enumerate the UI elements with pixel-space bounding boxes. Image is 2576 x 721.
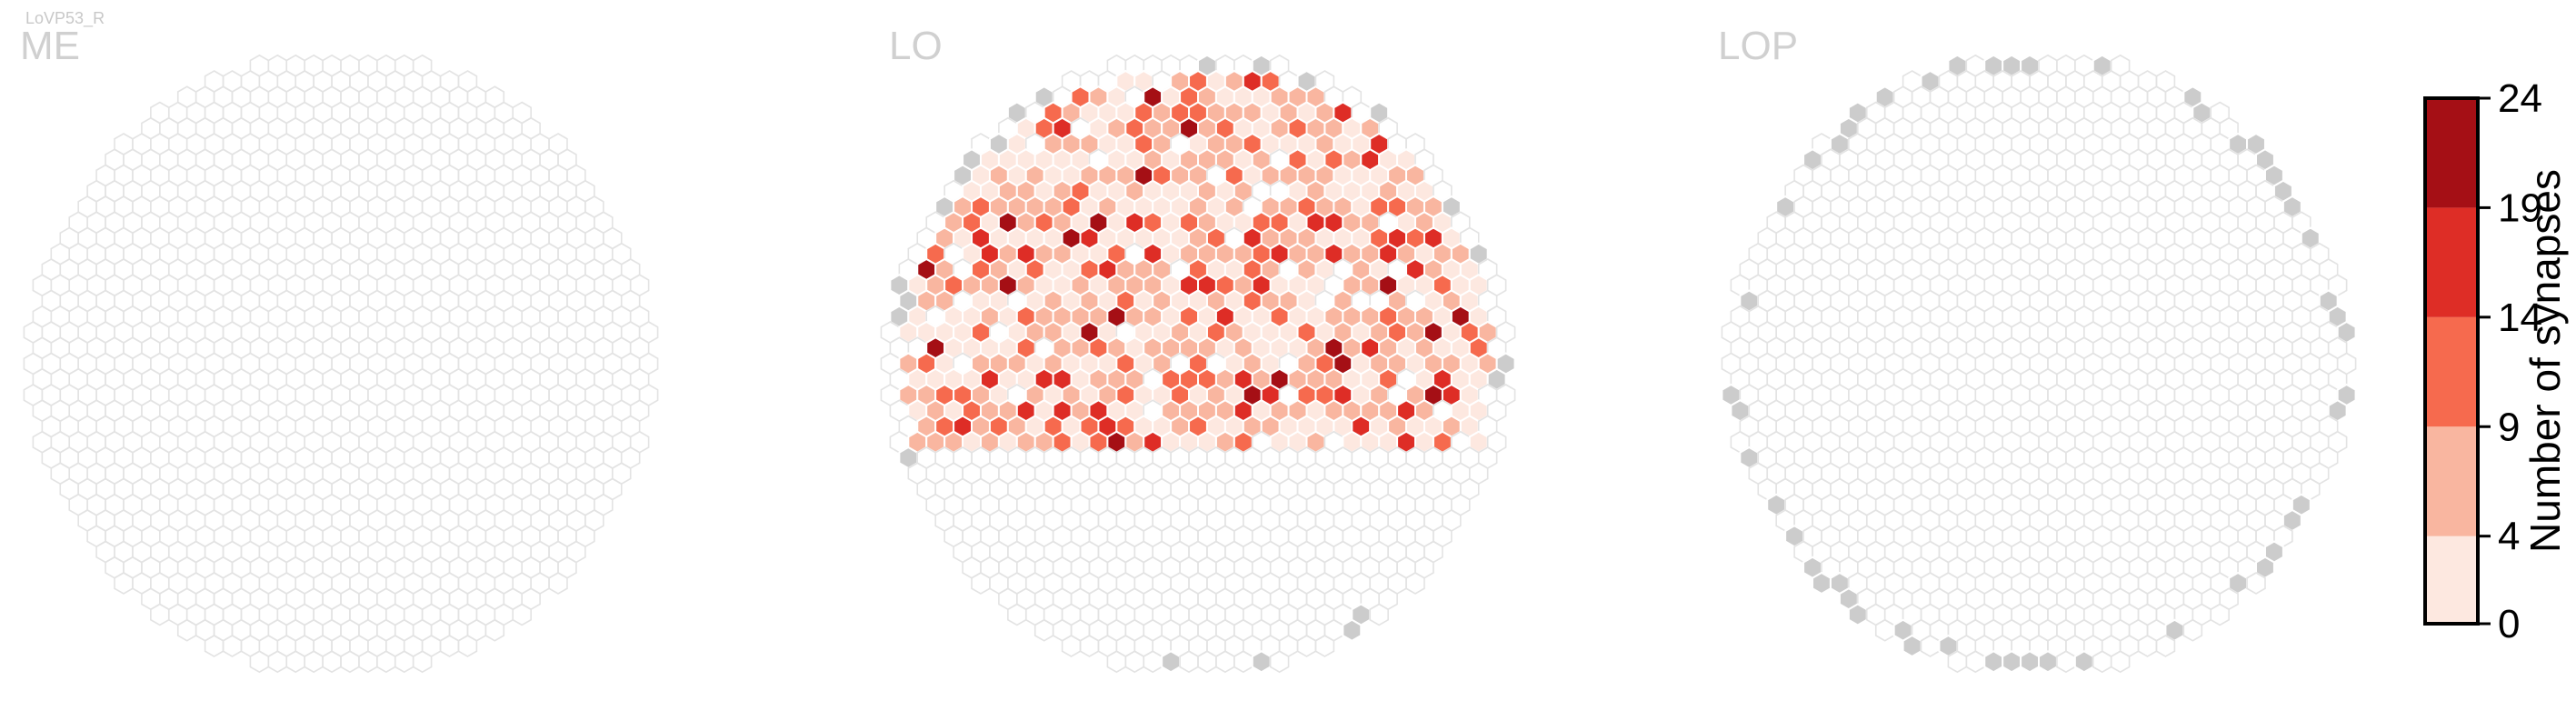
hex-cell	[512, 603, 532, 626]
hex-cell	[1812, 571, 1832, 596]
hex-cell	[2210, 603, 2230, 626]
hex-cell	[1161, 650, 1182, 674]
hex-cell	[340, 650, 360, 674]
hex-cell	[2137, 635, 2158, 657]
hex-cell	[1143, 650, 1163, 674]
hex-cell	[1079, 635, 1100, 657]
hex-cell	[2038, 650, 2058, 674]
hex-cell	[204, 635, 225, 657]
hex-cell	[1197, 650, 1217, 674]
colorbar-frame	[2423, 96, 2480, 626]
hex-cell	[2182, 618, 2203, 642]
colorbar-bin-1	[2425, 426, 2478, 536]
hex-cell	[1215, 650, 1235, 674]
hex-cell	[222, 635, 243, 657]
hex-cell	[2020, 650, 2040, 674]
colorbar-bin-2	[2425, 316, 2478, 427]
hex-cell	[304, 650, 324, 674]
hex-cell	[1296, 635, 1317, 657]
hex-cell	[1314, 635, 1335, 657]
colorbar-axis-label: Number of synapses	[2521, 169, 2569, 553]
colorbar-bin-4	[2425, 98, 2478, 208]
hex-cell	[1874, 618, 1895, 642]
colorbar-tick-label: 14	[2498, 295, 2542, 340]
hex-cell	[394, 650, 414, 674]
hex-cell	[1179, 650, 1199, 674]
hex-cell	[1920, 635, 1941, 657]
hex-cell	[1233, 650, 1253, 674]
hex-cell	[439, 635, 460, 657]
hex-cell	[1342, 618, 1363, 642]
colorbar-tick-label: 4	[2498, 515, 2520, 559]
hex-cell	[1007, 603, 1027, 626]
hex-cell	[2092, 650, 2112, 674]
panel-lop	[1721, 54, 2357, 674]
hex-cell	[249, 650, 270, 674]
hex-cell	[1902, 634, 1922, 658]
hex-cell	[2155, 635, 2176, 657]
hex-cell	[1405, 572, 1425, 595]
hex-cell	[1033, 618, 1054, 642]
hex-cell	[285, 650, 305, 674]
hex-cell	[1847, 603, 1868, 626]
hex-cell	[176, 618, 197, 642]
hex-cell	[1106, 650, 1127, 674]
hex-cell	[150, 603, 170, 626]
panel-lo	[880, 54, 1516, 674]
hex-cell	[412, 650, 433, 674]
hex-cell	[971, 572, 991, 595]
panel-me	[23, 54, 659, 674]
hex-cell	[2110, 650, 2131, 674]
hex-cell	[267, 650, 288, 674]
hex-cell	[1251, 650, 1272, 674]
colorbar-tick-label: 24	[2498, 76, 2542, 121]
hex-cell	[484, 618, 505, 642]
hex-cell	[2073, 650, 2094, 674]
panel-label-lop: LOP	[1718, 24, 1799, 68]
hex-cell	[1269, 650, 1290, 674]
hex-cell	[114, 572, 134, 595]
panel-label-lo: LO	[889, 24, 943, 68]
colorbar-tick-label: 19	[2498, 185, 2542, 230]
colorbar: 0 4 9 14 19 24 Number of synapses	[2423, 76, 2569, 646]
hex-cell	[322, 650, 342, 674]
hex-cell	[1124, 650, 1145, 674]
hex-cell	[548, 572, 568, 595]
hex-cell	[358, 650, 378, 674]
hex-cell	[1061, 635, 1082, 657]
hex-cell	[2056, 650, 2076, 674]
panel-label-me: ME	[20, 24, 80, 68]
hex-cell	[1369, 603, 1389, 626]
figure-title: LoVP53_R	[25, 9, 105, 27]
colorbar-bin-3	[2425, 207, 2478, 317]
colorbar-tick-label: 0	[2498, 602, 2520, 646]
hex-cell	[2246, 572, 2266, 595]
hex-cell	[376, 650, 396, 674]
hex-cell	[457, 635, 478, 657]
colorbar-bin-0	[2425, 536, 2478, 624]
hex-cell	[1983, 650, 2004, 674]
colorbar-tick-label: 9	[2498, 405, 2520, 449]
hex-cell	[1965, 650, 1986, 674]
hex-cell	[2002, 650, 2022, 674]
hex-cell	[1947, 650, 1968, 674]
